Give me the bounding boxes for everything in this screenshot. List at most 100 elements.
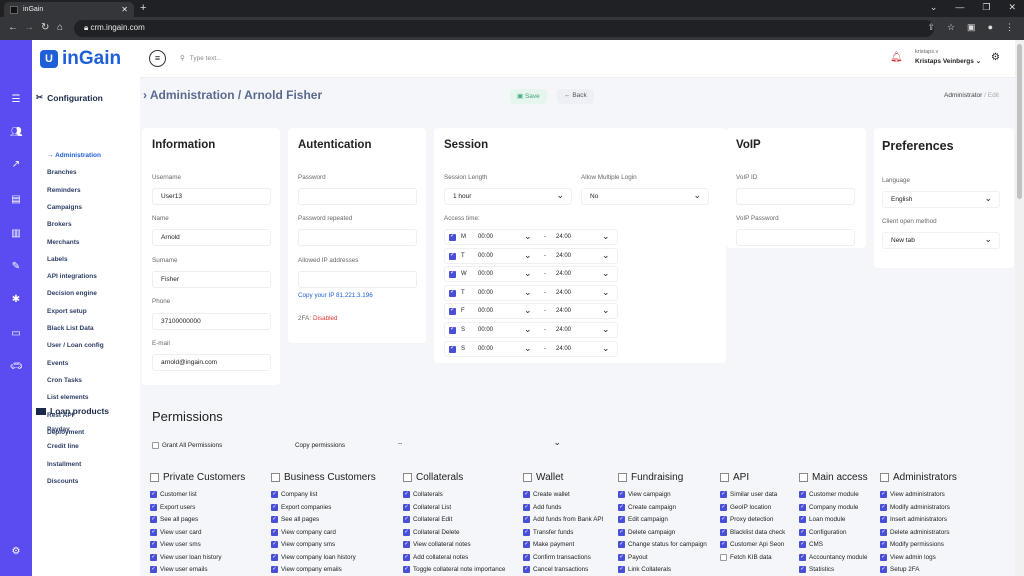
maximize-icon[interactable]: ❐ [982,2,991,12]
permission-checkbox[interactable]: ✓ GeoIP location [720,503,771,511]
permission-checkbox[interactable]: ✓ Collaterals [403,491,443,498]
copy-ip-link[interactable]: Copy your IP 81.221.3.196 [298,292,373,299]
permission-checkbox[interactable]: ✓ Make payment [523,541,574,548]
permission-checkbox[interactable]: ✓ CMS [799,541,823,548]
name-field[interactable]: Arnold [152,229,271,246]
username-field[interactable]: User13 [152,188,271,205]
phone-field[interactable]: 37100000000 [152,313,271,330]
sidebar-item-brokers[interactable]: Brokers [47,221,72,228]
time-to-select[interactable]: 24:00 [556,308,572,315]
day-checkbox[interactable] [449,269,456,279]
email-field[interactable]: arnold@ingain.com [152,354,271,371]
permission-checkbox[interactable]: ✓ Delete administrators [880,528,950,536]
search-box[interactable]: ⚲ Type text... [180,54,222,63]
permission-group-main-access[interactable]: Main access [799,472,868,483]
car-icon[interactable]: 🚗︎ [10,361,23,372]
permission-group-business-customers[interactable]: Business Customers [271,472,376,483]
permission-checkbox[interactable]: ✓ Statistics [799,566,834,573]
time-to-select[interactable]: 24:00 [556,271,572,278]
settings-icon[interactable]: ⚙ [11,546,21,557]
permission-group-wallet[interactable]: Wallet [523,472,563,483]
time-to-select[interactable]: 24:00 [556,345,572,352]
permission-group-api[interactable]: API [720,472,749,483]
permission-checkbox[interactable]: ✓ Proxy detection [720,516,773,523]
session-length-select[interactable]: 1 hour [444,188,572,205]
permission-checkbox[interactable]: ✓ View company card [271,528,336,536]
day-checkbox[interactable] [449,325,456,334]
permission-checkbox[interactable]: ✓ Similar user data [720,491,777,498]
back-button[interactable]: ← Back [557,89,594,104]
day-checkbox[interactable] [449,306,456,316]
back-arrow-icon[interactable]: ← [8,22,18,33]
sidebar-item-cron-tasks[interactable]: Cron Tasks [47,377,82,384]
permission-checkbox[interactable]: ✓ Customer module [799,491,859,498]
sidebar-item-discounts[interactable]: Discounts [47,477,79,485]
day-checkbox[interactable] [449,288,456,297]
wrench-icon[interactable]: ✱ [11,294,21,305]
permission-checkbox[interactable]: ✓ Create wallet [523,491,570,498]
surname-field[interactable]: Fisher [152,271,271,288]
list-icon[interactable]: ☰ [11,94,21,105]
sidebar-item-black-list-data[interactable]: Black List Data [47,325,94,332]
money-icon[interactable]: ▭ [11,328,21,339]
time-from-select[interactable]: 00:00 [478,345,494,352]
permission-group-collaterals[interactable]: Collaterals [403,472,463,483]
share-icon[interactable]: ⇪ [927,22,935,32]
star-icon[interactable]: ☆ [946,22,956,32]
day-checkbox[interactable] [449,251,456,260]
reload-icon[interactable]: ↻ [41,22,50,33]
permission-checkbox[interactable]: ✓ Add funds [523,503,561,511]
sidebar-item-merchants[interactable]: Merchants [47,239,80,246]
time-to-select[interactable]: 24:00 [556,234,572,240]
permission-checkbox[interactable]: ✓ View campaign [618,491,671,498]
permission-checkbox[interactable]: ✓ View company sms [271,541,335,548]
voip-password-field[interactable] [736,229,855,246]
permission-checkbox[interactable]: ✓ Toggle collateral note importance [403,566,505,573]
permission-checkbox[interactable]: ✓ Export users [150,503,195,511]
time-from-select[interactable]: 00:00 [478,234,494,240]
gear-icon[interactable]: ⚙ [991,52,1000,63]
permission-checkbox[interactable]: ✓ Collateral Delete [403,528,460,536]
browser-tab[interactable]: inGain ✕ [4,2,134,17]
permission-checkbox[interactable]: ✓ Company module [799,503,858,511]
permission-checkbox[interactable]: ✓ Confirm transactions [523,553,591,561]
chevron-down-icon[interactable]: ⌄ [929,2,938,12]
permission-checkbox[interactable]: ✓ View admin logs [880,553,936,561]
permission-checkbox[interactable]: ✓ Insert administrators [880,516,947,523]
sidebar-item-reminders[interactable]: Reminders [47,187,81,194]
permission-checkbox[interactable]: ✓ Transfer funds [523,528,573,536]
logo[interactable]: U inGain [40,48,121,70]
time-from-select[interactable]: 00:00 [478,289,494,296]
permission-checkbox[interactable]: ✓ Company list [271,491,317,498]
sidebar-item-installment[interactable]: Installment [47,460,82,468]
permission-checkbox[interactable]: ✓ Link Collaterals [618,566,671,573]
voip-id-field[interactable] [736,188,855,205]
user-menu[interactable]: kristaps.v Kristaps Veinbergs ⌄ [915,49,981,65]
page-scrollbar[interactable] [1015,40,1024,576]
permission-checkbox[interactable]: ✓ Cancel transactions [523,566,588,573]
chart-icon[interactable]: ↗ [11,159,21,170]
profile-icon[interactable]: ● [987,22,993,32]
permission-checkbox[interactable]: ✓ See all pages [150,516,198,523]
sidebar-item-branches[interactable]: Branches [47,169,77,176]
users-icon[interactable]: 👥︎ [10,127,23,138]
sidebar-item-list-elements[interactable]: List elements [47,394,89,401]
permission-checkbox[interactable]: ✓ Create campaign [618,503,676,511]
sidebar-item-events[interactable]: Events [47,360,68,367]
sidepanel-icon[interactable]: ▣ [967,22,976,32]
permission-checkbox[interactable]: ✓ Collateral List [403,503,451,511]
breadcrumb-administrator[interactable]: Administrator [944,92,983,99]
permission-group-administrators[interactable]: Administrators [880,472,957,483]
scrollbar-thumb[interactable] [1017,44,1022,199]
permission-checkbox[interactable]: ✓ View user sms [150,541,201,548]
permission-checkbox[interactable]: ✓ Customer list [150,491,197,498]
new-tab-icon[interactable]: + [140,2,147,14]
permission-checkbox[interactable]: ✓ Change status for campaign [618,541,707,548]
edit-icon[interactable]: ✎ [11,261,21,272]
address-bar[interactable]: 🔒︎ crm.ingain.com [74,20,934,37]
permission-checkbox[interactable]: ✓ View user loan history [150,553,221,561]
time-to-select[interactable]: 24:00 [556,327,572,333]
permission-checkbox[interactable]: ✓ Delete campaign [618,528,675,536]
time-from-select[interactable]: 00:00 [478,271,494,278]
tab-close-icon[interactable]: ✕ [121,5,128,14]
